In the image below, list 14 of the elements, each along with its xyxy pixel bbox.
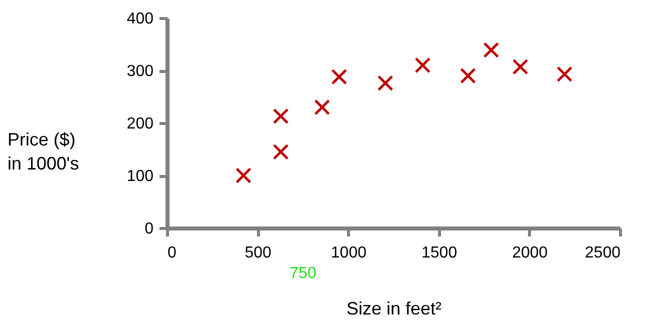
text: 750 <box>290 265 316 282</box>
x-axis-title: Size in feet² <box>346 298 442 318</box>
y-tick-label: 400 <box>126 10 154 28</box>
y-axis-title: Price ($) in 1000's <box>8 130 79 174</box>
y-tick-label: 300 <box>126 63 154 80</box>
x-tick-label: 1000 <box>330 244 367 262</box>
x-tick-label: 2500 <box>584 244 621 262</box>
x-tick-label: 2000 <box>512 244 548 262</box>
x-tick-label: 0 <box>168 244 176 262</box>
y-tick-label: 200 <box>126 116 154 132</box>
y-tick-label: 100 <box>126 168 154 185</box>
x-tick-label: 1500 <box>422 244 458 262</box>
y-tick-label: 0 <box>144 220 154 238</box>
x-tick-label: 500 <box>244 244 272 262</box>
